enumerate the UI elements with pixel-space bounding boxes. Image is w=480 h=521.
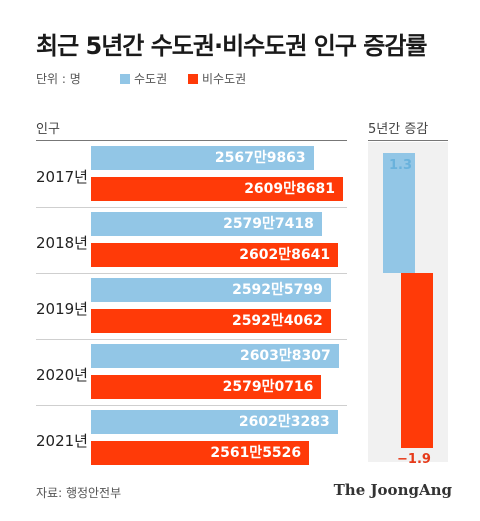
bar-label-capital: 2567만9863 xyxy=(214,150,306,166)
year-label: 2017년 xyxy=(36,168,88,186)
left-column-header: 인구 xyxy=(36,122,60,137)
left-header-rule xyxy=(36,140,347,141)
change-label-noncapital: −1.9 xyxy=(397,451,431,467)
bar-noncapital xyxy=(91,309,331,333)
brand-logo: The JoongAng xyxy=(333,481,452,499)
bar-capital xyxy=(91,410,338,434)
bar-label-capital: 2603만8307 xyxy=(239,348,331,364)
bar-capital xyxy=(91,212,322,236)
bar-noncapital xyxy=(91,441,310,465)
right-column-header: 5년간 증감 xyxy=(368,122,429,137)
legend-item-capital: 수도권 xyxy=(120,70,167,87)
bar-capital xyxy=(91,344,339,368)
row-divider xyxy=(36,273,347,274)
bar-label-noncapital: 2561만5526 xyxy=(210,445,302,461)
year-label: 2018년 xyxy=(36,234,88,252)
source-note: 자료: 행정안전부 xyxy=(36,486,122,500)
row-divider xyxy=(36,339,347,340)
change-bar-capital xyxy=(383,153,415,273)
legend-swatch-noncapital xyxy=(188,73,198,84)
row-divider xyxy=(36,405,347,406)
legend-label-noncapital: 비수도권 xyxy=(202,72,247,86)
bar-noncapital xyxy=(91,375,322,399)
bar-label-capital: 2602만3283 xyxy=(238,414,330,430)
bar-capital xyxy=(91,146,314,170)
change-label-capital: 1.3 xyxy=(389,158,413,174)
row-divider xyxy=(36,207,347,208)
bar-capital xyxy=(91,278,331,302)
bar-label-noncapital: 2592만4062 xyxy=(231,313,323,329)
year-label: 2021년 xyxy=(36,432,88,450)
bar-label-capital: 2579만7418 xyxy=(223,216,314,232)
bar-label-noncapital: 2579만0716 xyxy=(222,379,314,395)
year-label: 2019년 xyxy=(36,300,88,318)
legend-swatch-capital xyxy=(120,73,130,84)
bar-label-capital: 2592만5799 xyxy=(232,282,323,298)
right-header-rule xyxy=(368,140,448,141)
unit-label: 단위 : 명 xyxy=(36,72,81,86)
bar-noncapital xyxy=(91,243,339,267)
year-label: 2020년 xyxy=(36,366,88,384)
legend-item-noncapital: 비수도권 xyxy=(188,70,246,87)
bar-label-noncapital: 2609만8681 xyxy=(244,181,335,197)
chart-title: 최근 5년간 수도권·비수도권 인구 증감률 xyxy=(36,32,428,60)
change-bar-noncapital xyxy=(401,273,433,448)
legend-label-capital: 수도권 xyxy=(134,72,168,86)
bar-label-noncapital: 2602만8641 xyxy=(239,247,331,263)
bar-noncapital xyxy=(91,177,343,201)
